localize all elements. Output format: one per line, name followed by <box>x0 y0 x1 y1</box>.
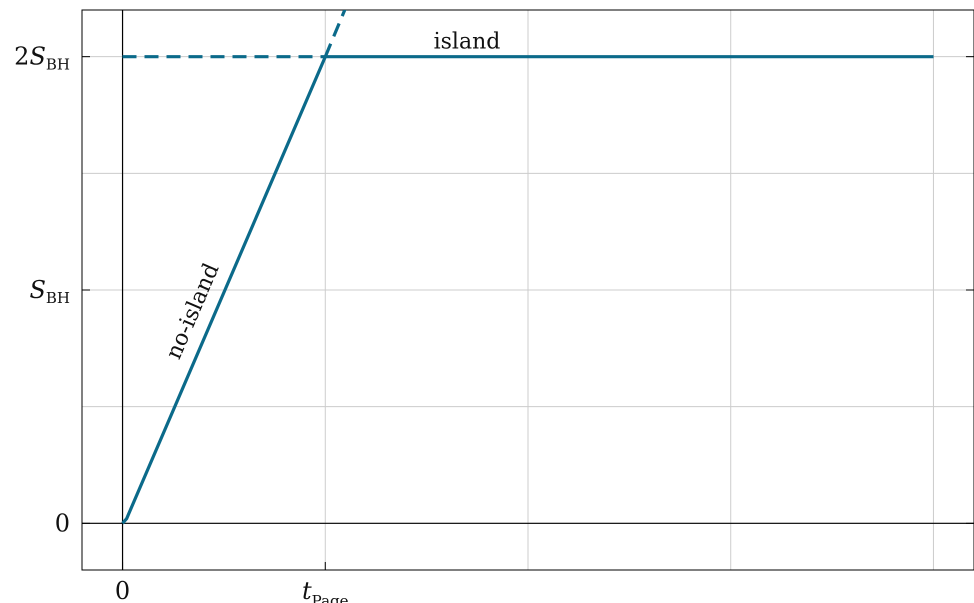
y-tick-label: SBH <box>29 276 70 307</box>
series-layer <box>121 10 934 525</box>
island-annotation: island <box>434 30 501 55</box>
axes-layer <box>81 9 974 571</box>
x-tick-label: 0 <box>115 577 130 603</box>
y-tick-label: 0 <box>55 509 70 537</box>
no-island-series-line <box>121 56 327 525</box>
y-tick-label: 2SBH <box>14 43 70 74</box>
dashed-series-line-1 <box>323 10 347 58</box>
x-tick-label: tPage <box>302 577 349 603</box>
